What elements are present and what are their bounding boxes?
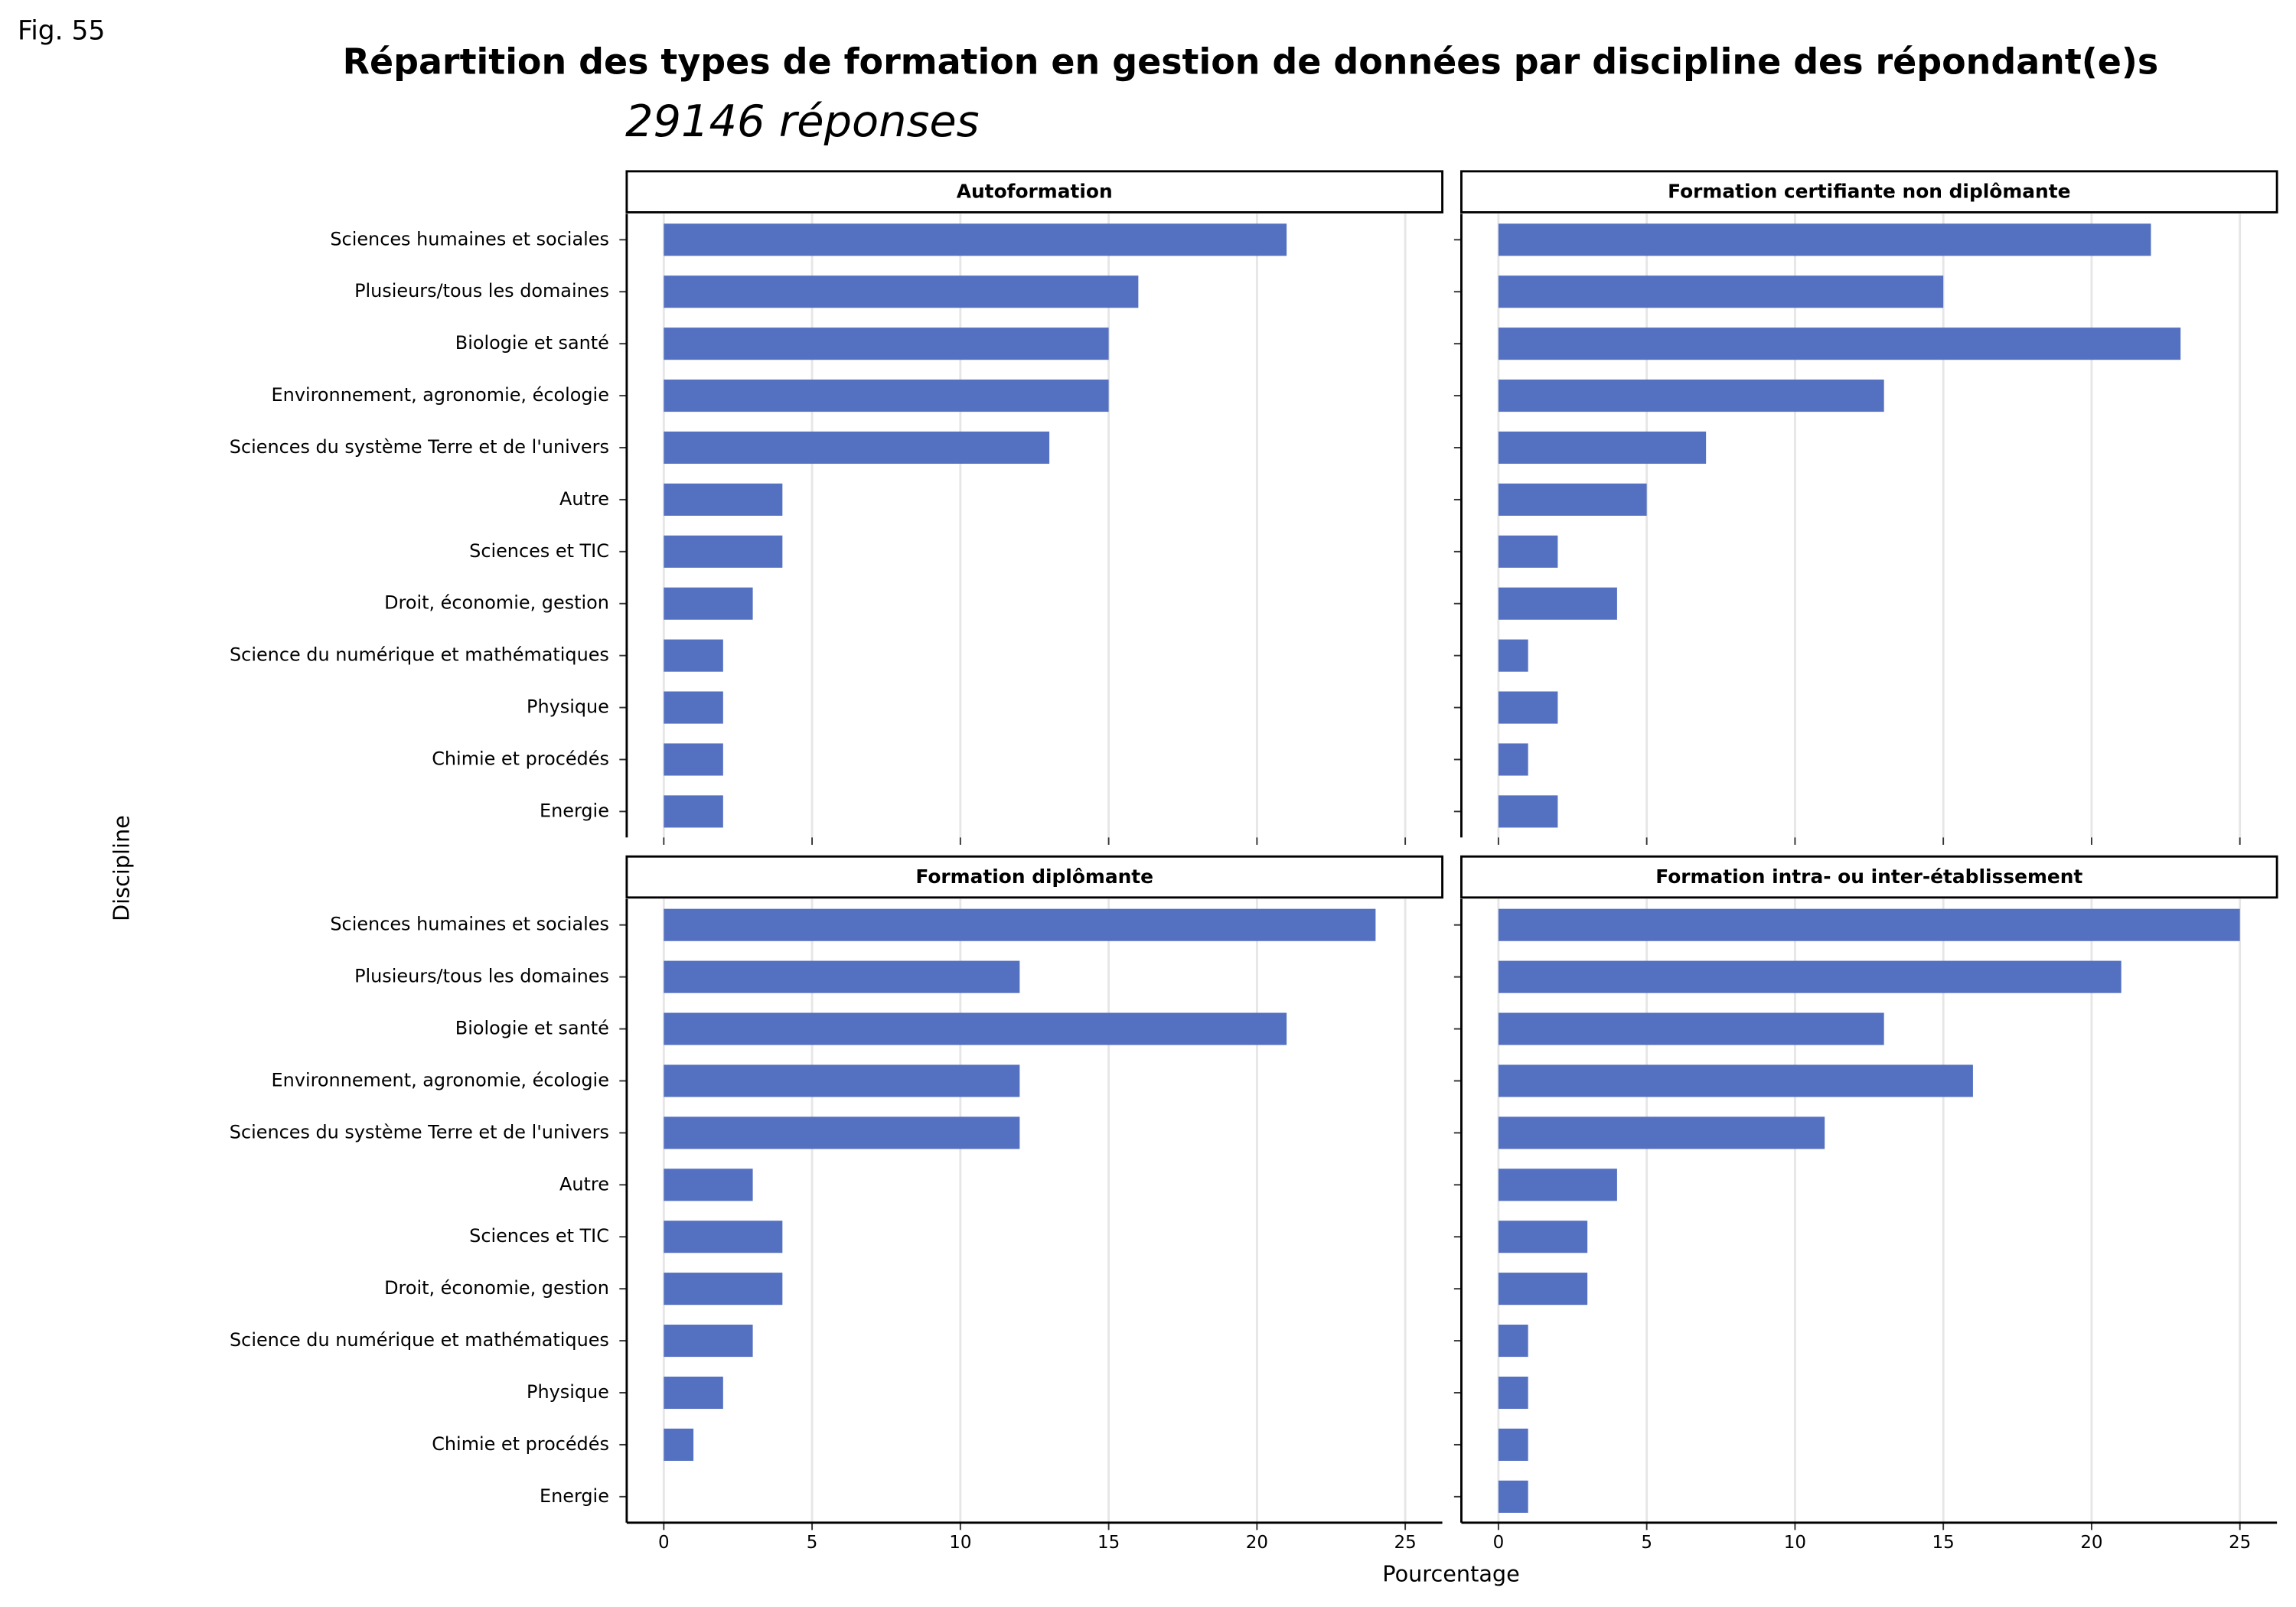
bar [1498, 1012, 1884, 1045]
bar [1498, 483, 1647, 516]
x-tick-label: 5 [1641, 1533, 1652, 1553]
bar [1498, 1325, 1528, 1358]
bar [1498, 223, 2151, 256]
bar [1498, 1064, 1973, 1097]
bar [1498, 1221, 1588, 1253]
bar [1498, 743, 1528, 776]
bar [664, 908, 1376, 941]
bar [664, 1169, 753, 1201]
y-tick-label: Chimie et procédés [432, 748, 609, 770]
bar [1498, 1376, 1528, 1410]
facet-title: Formation certifiante non diplômante [1668, 181, 2070, 203]
bar [664, 1221, 783, 1253]
x-tick-label: 5 [807, 1533, 818, 1553]
bar [664, 1273, 783, 1305]
bar [1498, 431, 1707, 464]
y-tick-label: Plusieurs/tous les domaines [354, 966, 609, 987]
bar [1498, 908, 2240, 941]
x-tick-label: 25 [2229, 1533, 2251, 1553]
y-tick-label: Sciences humaines et sociales [330, 914, 609, 935]
bar [664, 1325, 753, 1358]
figure-label: Fig. 55 [18, 16, 105, 47]
bar [664, 639, 723, 672]
bar [664, 431, 1050, 464]
bar [1498, 795, 1558, 828]
bar [664, 380, 1109, 412]
y-tick-label: Environnement, agronomie, écologie [272, 1069, 609, 1090]
x-tick-label: 25 [1394, 1533, 1417, 1553]
bar [1498, 960, 2122, 993]
bar [1498, 275, 1944, 308]
bar [1498, 1116, 1825, 1149]
y-tick-label: Energie [540, 800, 609, 821]
x-axis-label: Pourcentage [1382, 1561, 1519, 1587]
x-tick-label: 10 [1784, 1533, 1806, 1553]
y-tick-label: Biologie et santé [455, 332, 609, 354]
facet-title: Formation intra- ou inter-établissement [1655, 865, 2082, 888]
bar [1498, 691, 1558, 724]
bar [1498, 1428, 1528, 1461]
facet-title: Formation diplômante [915, 865, 1153, 888]
bar [1498, 1169, 1617, 1201]
bar [664, 1428, 694, 1461]
bar [664, 1064, 1020, 1097]
x-tick-label: 20 [2080, 1533, 2102, 1553]
y-tick-label: Sciences et TIC [469, 1225, 609, 1247]
bar [664, 960, 1020, 993]
bar [664, 1116, 1020, 1149]
y-tick-label: Droit, économie, gestion [384, 592, 609, 614]
y-tick-label: Biologie et santé [455, 1018, 609, 1039]
chart-title: Répartition des types de formation en ge… [343, 41, 2159, 83]
bar [664, 328, 1109, 360]
y-tick-label: Droit, économie, gestion [384, 1277, 609, 1299]
bar [664, 275, 1139, 308]
bar [1498, 535, 1558, 568]
x-tick-label: 15 [1932, 1533, 1955, 1553]
x-tick-label: 10 [949, 1533, 971, 1553]
y-tick-label: Chimie et procédés [432, 1433, 609, 1455]
y-tick-label: Sciences humaines et sociales [330, 228, 609, 249]
y-tick-label: Physique [527, 1381, 609, 1403]
bar [1498, 639, 1528, 672]
y-tick-label: Plusieurs/tous les domaines [354, 280, 609, 302]
x-tick-label: 15 [1097, 1533, 1120, 1553]
bar [664, 743, 723, 776]
x-tick-label: 0 [1493, 1533, 1505, 1553]
bar [1498, 1273, 1588, 1305]
bar [664, 1376, 723, 1410]
y-tick-label: Sciences du système Terre et de l'univer… [230, 1121, 609, 1143]
y-tick-label: Science du numérique et mathématiques [230, 644, 609, 666]
facet-strip [625, 855, 1444, 899]
x-tick-label: 20 [1246, 1533, 1268, 1553]
bar [664, 587, 753, 620]
y-tick-label: Science du numérique et mathématiques [230, 1329, 609, 1351]
bar [664, 535, 783, 568]
bar [1498, 587, 1617, 620]
bar [1498, 1480, 1528, 1513]
facet-strip [1460, 855, 2278, 899]
bar [664, 483, 783, 516]
y-tick-label: Sciences et TIC [469, 540, 609, 562]
y-tick-label: Autre [559, 488, 609, 510]
y-tick-label: Sciences du système Terre et de l'univer… [230, 436, 609, 458]
bar [1498, 328, 2181, 360]
facet-title: Autoformation [957, 181, 1113, 203]
bar [664, 691, 723, 724]
bar [664, 795, 723, 828]
bar [664, 223, 1287, 256]
bar [664, 1012, 1287, 1045]
bar [1498, 380, 1884, 412]
facet-strip [625, 170, 1444, 214]
y-tick-label: Autre [559, 1173, 609, 1195]
y-axis-label: Discipline [109, 815, 135, 921]
y-tick-label: Environnement, agronomie, écologie [272, 384, 609, 406]
y-tick-label: Energie [540, 1485, 609, 1507]
y-tick-label: Physique [527, 696, 609, 718]
x-tick-label: 0 [658, 1533, 670, 1553]
facet-strip [1460, 170, 2278, 214]
chart-subtitle: 29146 réponses [625, 96, 980, 147]
